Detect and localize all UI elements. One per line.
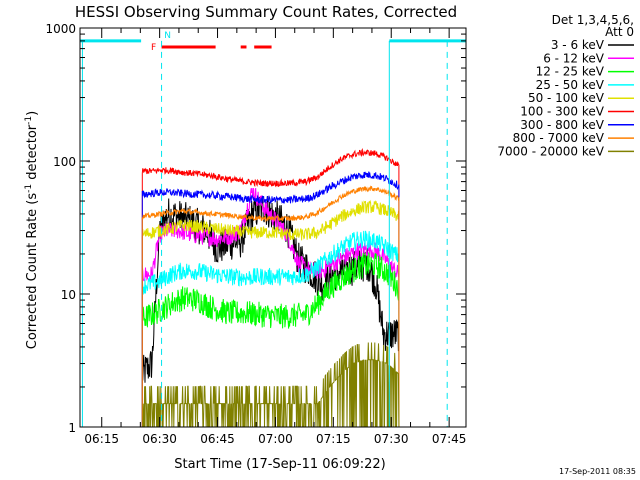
x-tick-label: 06:45	[200, 432, 235, 446]
x-tick-label: 07:30	[374, 432, 409, 446]
flags-layer: NF	[80, 31, 466, 427]
series-line-2	[141, 252, 400, 427]
series-line-7	[141, 185, 400, 427]
plot-frame	[79, 27, 467, 428]
x-tick-label: 07:15	[316, 432, 351, 446]
series-3	[141, 230, 400, 427]
x-axis-label: Start Time (17-Sep-11 06:09:22)	[174, 457, 385, 472]
y-axis-label: Corrected Count Rate (s-1 detector-1)	[24, 111, 40, 349]
y-tick-label: 1000	[45, 22, 76, 36]
x-tick-label: 06:30	[142, 432, 177, 446]
legend-label: 300 - 800 keV	[520, 118, 604, 132]
series-layer	[141, 148, 400, 427]
legend-header-line1: Det 1,3,4,5,6,	[552, 13, 634, 27]
legend-label: 12 - 25 keV	[536, 65, 605, 79]
legend-header-line2: Att 0	[605, 25, 634, 39]
legend-label: 25 - 50 keV	[536, 78, 605, 92]
legend-label: 6 - 12 keV	[543, 51, 605, 65]
series-line-3	[141, 230, 400, 427]
x-axis: 06:15 06:30 06:45 07:00 07:15 07:30 07:45	[84, 28, 466, 446]
series-2	[141, 252, 400, 427]
series-line-6	[141, 171, 400, 427]
series-7	[141, 185, 400, 427]
chart-title: HESSI Observing Summary Count Rates, Cor…	[75, 3, 457, 21]
footer-date: 17-Sep-2011 08:35	[559, 467, 636, 476]
series-6	[141, 171, 400, 427]
x-tick-label: 07:45	[432, 432, 467, 446]
legend-label: 800 - 7000 keV	[513, 131, 605, 145]
series-4	[141, 199, 400, 427]
series-8	[142, 342, 400, 427]
x-tick-label: 06:15	[84, 432, 119, 446]
legend-label: 7000 - 20000 keV	[497, 144, 604, 158]
legend-label: 50 - 100 keV	[528, 91, 605, 105]
legend-label: 100 - 300 keV	[520, 105, 604, 119]
series-line-4	[141, 199, 400, 427]
legend-label: 3 - 6 keV	[551, 38, 605, 52]
flare-flag-label: F	[151, 43, 156, 53]
series-line-5	[141, 148, 400, 427]
night-flag-label: N	[164, 31, 171, 41]
x-tick-label: 07:00	[258, 432, 293, 446]
y-tick-label: 1	[68, 421, 76, 435]
y-tick-label: 10	[61, 288, 76, 302]
y-tick-label: 100	[53, 155, 76, 169]
series-5	[141, 148, 400, 427]
y-axis: 1 10 100 1000	[45, 22, 466, 435]
series-line-8	[142, 342, 400, 427]
